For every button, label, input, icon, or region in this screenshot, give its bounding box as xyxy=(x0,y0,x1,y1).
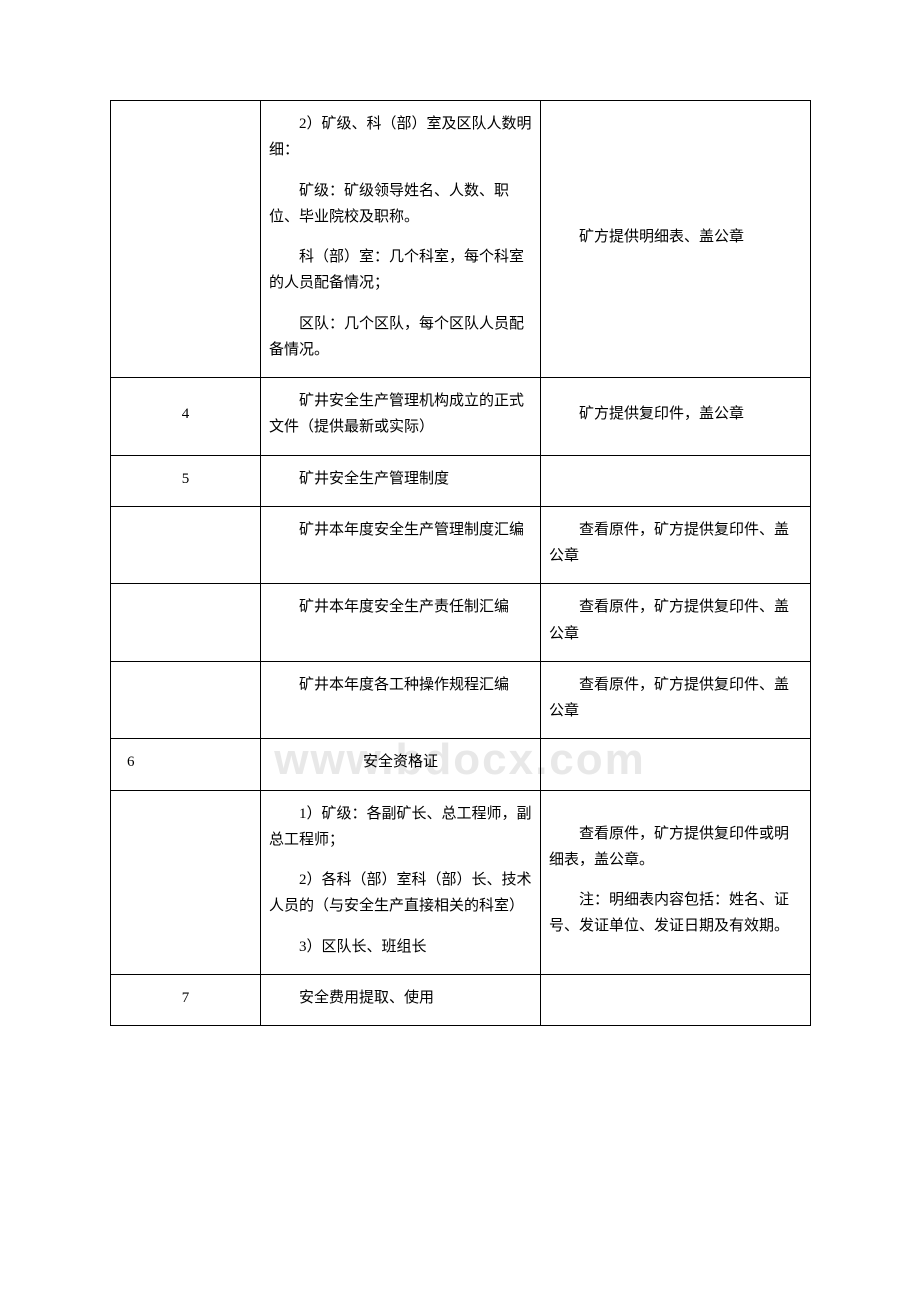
cell-paragraph: 安全费用提取、使用 xyxy=(269,985,532,1011)
cell-paragraph: 1）矿级：各副矿长、总工程师，副总工程师； xyxy=(269,801,532,854)
table-row: 1）矿级：各副矿长、总工程师，副总工程师； 2）各科（部）室科（部）长、技术人员的… xyxy=(111,790,811,974)
cell-paragraph: 矿级：矿级领导姓名、人数、职位、毕业院校及职称。 xyxy=(269,178,532,231)
cell-index: 7 xyxy=(111,974,261,1025)
table-row: 5 矿井安全生产管理制度 xyxy=(111,455,811,506)
cell-index: 6 xyxy=(111,739,261,790)
table-row: 矿井本年度各工种操作规程汇编查看原件，矿方提供复印件、盖公章 xyxy=(111,661,811,739)
table-row: 矿井本年度安全生产管理制度汇编查看原件，矿方提供复印件、盖公章 xyxy=(111,506,811,584)
cell-paragraph: 查看原件，矿方提供复印件、盖公章 xyxy=(549,672,802,725)
cell-index xyxy=(111,790,261,974)
cell-paragraph: 查看原件，矿方提供复印件或明细表，盖公章。 xyxy=(549,821,802,874)
table-body: 2）矿级、科（部）室及区队人数明细： 矿级：矿级领导姓名、人数、职位、毕业院校及职… xyxy=(111,101,811,1026)
cell-paragraph: 矿井安全生产管理制度 xyxy=(269,466,532,492)
cell-paragraph: 矿井本年度各工种操作规程汇编 xyxy=(269,672,532,698)
cell-note xyxy=(541,455,811,506)
cell-index: 5 xyxy=(111,455,261,506)
cell-index xyxy=(111,101,261,378)
cell-note: 查看原件，矿方提供复印件、盖公章 xyxy=(541,584,811,662)
cell-content: 矿井安全生产管理机构成立的正式文件（提供最新或实际） xyxy=(261,378,541,456)
table-row: 4矿井安全生产管理机构成立的正式文件（提供最新或实际） 矿方提供复印件，盖公章 xyxy=(111,378,811,456)
table-row: 2）矿级、科（部）室及区队人数明细： 矿级：矿级领导姓名、人数、职位、毕业院校及职… xyxy=(111,101,811,378)
cell-note: 查看原件，矿方提供复印件或明细表，盖公章。注：明细表内容包括：姓名、证号、发证单… xyxy=(541,790,811,974)
cell-paragraph: 矿井本年度安全生产管理制度汇编 xyxy=(269,517,532,543)
table-row: 7 安全费用提取、使用 xyxy=(111,974,811,1025)
table-row: 矿井本年度安全生产责任制汇编查看原件，矿方提供复印件、盖公章 xyxy=(111,584,811,662)
cell-content: 安全费用提取、使用 xyxy=(261,974,541,1025)
cell-content: 安全资格证 xyxy=(261,739,541,790)
cell-note: 矿方提供复印件，盖公章 xyxy=(541,378,811,456)
cell-content: 矿井本年度安全生产责任制汇编 xyxy=(261,584,541,662)
cell-paragraph: 2）矿级、科（部）室及区队人数明细： xyxy=(269,111,532,164)
cell-paragraph: 矿井安全生产管理机构成立的正式文件（提供最新或实际） xyxy=(269,388,532,441)
cell-paragraph: 安全资格证 xyxy=(269,749,532,775)
cell-index xyxy=(111,661,261,739)
cell-paragraph: 矿方提供复印件，盖公章 xyxy=(549,401,802,427)
cell-paragraph: 科（部）室：几个科室，每个科室的人员配备情况； xyxy=(269,244,532,297)
cell-index xyxy=(111,584,261,662)
cell-content: 2）矿级、科（部）室及区队人数明细： 矿级：矿级领导姓名、人数、职位、毕业院校及职… xyxy=(261,101,541,378)
cell-content: 矿井本年度各工种操作规程汇编 xyxy=(261,661,541,739)
cell-paragraph: 矿方提供明细表、盖公章 xyxy=(549,224,802,250)
cell-index: 4 xyxy=(111,378,261,456)
cell-content: 矿井本年度安全生产管理制度汇编 xyxy=(261,506,541,584)
cell-paragraph: 区队：几个区队，每个区队人员配备情况。 xyxy=(269,311,532,364)
cell-note xyxy=(541,974,811,1025)
cell-note: 矿方提供明细表、盖公章 xyxy=(541,101,811,378)
cell-index xyxy=(111,506,261,584)
cell-paragraph: 2）各科（部）室科（部）长、技术人员的（与安全生产直接相关的科室） xyxy=(269,867,532,920)
cell-paragraph: 注：明细表内容包括：姓名、证号、发证单位、发证日期及有效期。 xyxy=(549,887,802,940)
cell-note xyxy=(541,739,811,790)
table-row: 6 安全资格证 xyxy=(111,739,811,790)
cell-content: 1）矿级：各副矿长、总工程师，副总工程师； 2）各科（部）室科（部）长、技术人员的… xyxy=(261,790,541,974)
cell-note: 查看原件，矿方提供复印件、盖公章 xyxy=(541,661,811,739)
cell-paragraph: 查看原件，矿方提供复印件、盖公章 xyxy=(549,594,802,647)
cell-paragraph: 矿井本年度安全生产责任制汇编 xyxy=(269,594,532,620)
cell-note: 查看原件，矿方提供复印件、盖公章 xyxy=(541,506,811,584)
document-container: www.bdocx.com 2）矿级、科（部）室及区队人数明细：矿级：矿级领导姓… xyxy=(110,100,810,1026)
main-table: 2）矿级、科（部）室及区队人数明细： 矿级：矿级领导姓名、人数、职位、毕业院校及职… xyxy=(110,100,811,1026)
cell-content: 矿井安全生产管理制度 xyxy=(261,455,541,506)
cell-paragraph: 查看原件，矿方提供复印件、盖公章 xyxy=(549,517,802,570)
cell-paragraph: 3）区队长、班组长 xyxy=(269,934,532,960)
